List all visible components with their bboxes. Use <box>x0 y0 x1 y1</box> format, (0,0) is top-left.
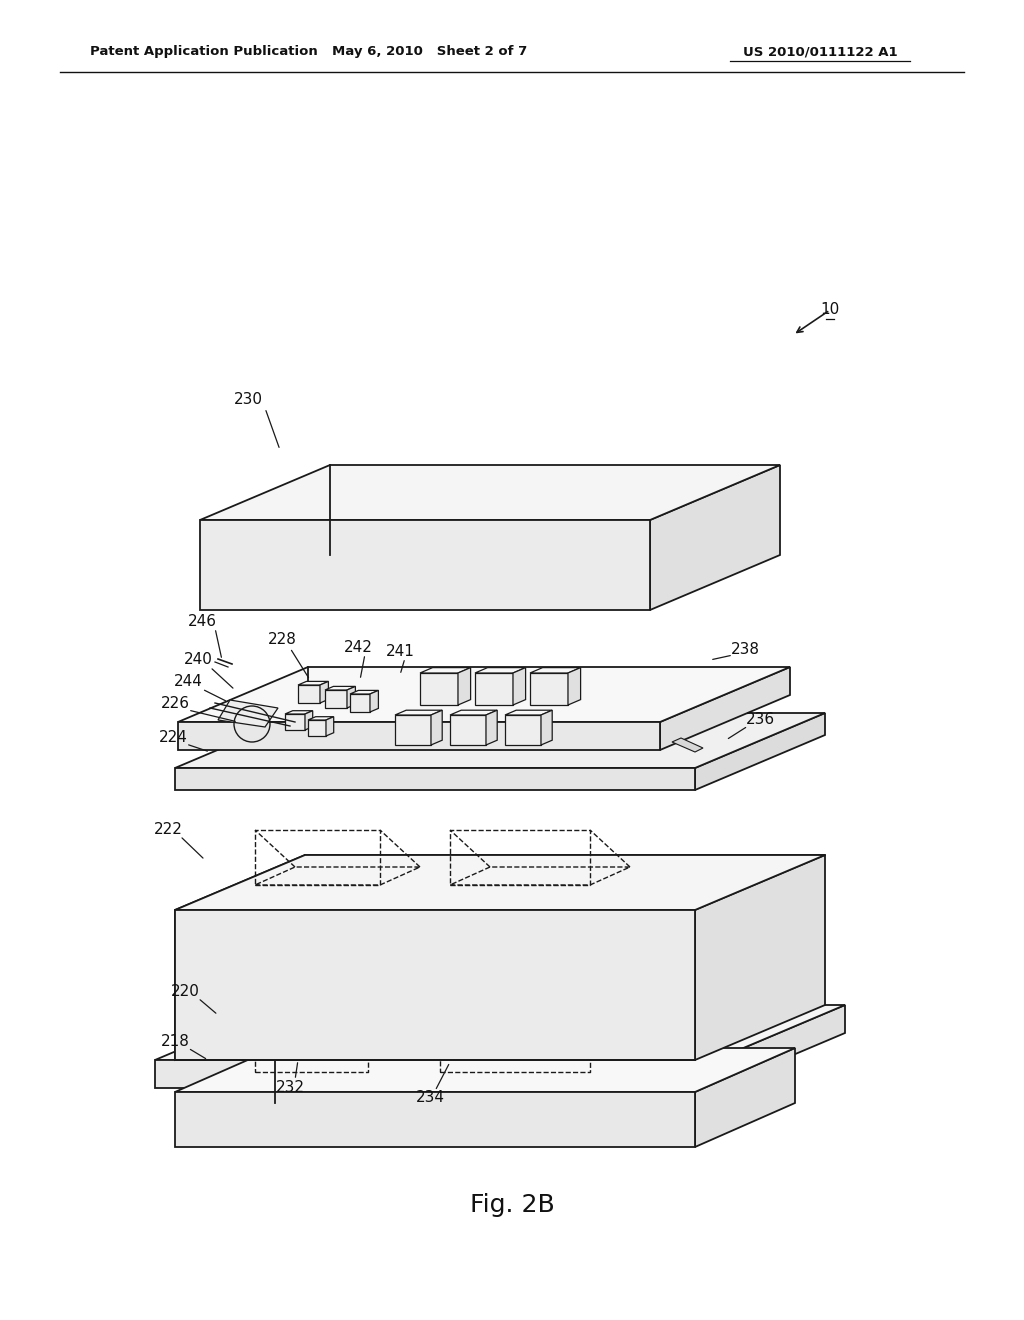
Polygon shape <box>298 681 329 685</box>
Text: Patent Application Publication: Patent Application Publication <box>90 45 317 58</box>
Polygon shape <box>325 686 355 690</box>
Text: 222: 222 <box>154 822 182 837</box>
Text: 226: 226 <box>161 697 189 711</box>
Polygon shape <box>175 855 305 1060</box>
Polygon shape <box>175 855 825 909</box>
Text: 10: 10 <box>820 302 840 318</box>
Text: 236: 236 <box>745 713 774 727</box>
Polygon shape <box>200 520 650 610</box>
Polygon shape <box>650 465 780 610</box>
Polygon shape <box>530 668 581 673</box>
Text: 246: 246 <box>187 615 216 630</box>
Polygon shape <box>568 668 581 705</box>
Polygon shape <box>513 668 525 705</box>
Polygon shape <box>175 1048 795 1092</box>
Polygon shape <box>155 1005 845 1060</box>
Text: 224: 224 <box>159 730 187 746</box>
Polygon shape <box>308 717 334 719</box>
Polygon shape <box>175 1092 695 1147</box>
Polygon shape <box>350 694 370 711</box>
Text: 234: 234 <box>416 1090 444 1106</box>
Polygon shape <box>420 668 471 673</box>
Text: May 6, 2010   Sheet 2 of 7: May 6, 2010 Sheet 2 of 7 <box>333 45 527 58</box>
Polygon shape <box>450 715 486 744</box>
Text: US 2010/0111122 A1: US 2010/0111122 A1 <box>742 45 897 58</box>
Polygon shape <box>395 715 431 744</box>
Text: 242: 242 <box>344 639 373 655</box>
Polygon shape <box>305 710 312 730</box>
Polygon shape <box>475 668 525 673</box>
Polygon shape <box>178 722 660 750</box>
Polygon shape <box>326 717 334 737</box>
Polygon shape <box>715 1005 845 1088</box>
Polygon shape <box>458 668 471 705</box>
Polygon shape <box>505 710 552 715</box>
Polygon shape <box>486 710 498 744</box>
Polygon shape <box>308 719 326 737</box>
Polygon shape <box>660 667 790 750</box>
Polygon shape <box>350 690 379 694</box>
Polygon shape <box>395 710 442 715</box>
Text: 240: 240 <box>183 652 212 668</box>
Text: 238: 238 <box>730 643 760 657</box>
Polygon shape <box>175 713 825 768</box>
Polygon shape <box>200 465 780 520</box>
Polygon shape <box>505 715 541 744</box>
Polygon shape <box>370 690 379 711</box>
Polygon shape <box>218 700 278 727</box>
Polygon shape <box>431 710 442 744</box>
Text: 228: 228 <box>267 632 296 648</box>
Polygon shape <box>285 710 312 714</box>
Polygon shape <box>325 690 347 708</box>
Polygon shape <box>475 673 513 705</box>
Polygon shape <box>450 710 498 715</box>
Polygon shape <box>175 909 695 1060</box>
Polygon shape <box>530 673 568 705</box>
Text: 244: 244 <box>173 675 203 689</box>
Text: 232: 232 <box>275 1080 304 1094</box>
Text: 230: 230 <box>233 392 262 408</box>
Polygon shape <box>178 667 790 722</box>
Polygon shape <box>420 673 458 705</box>
Polygon shape <box>298 685 319 704</box>
Polygon shape <box>695 855 825 1060</box>
Polygon shape <box>285 714 305 730</box>
Polygon shape <box>695 713 825 789</box>
Polygon shape <box>541 710 552 744</box>
Polygon shape <box>155 1060 715 1088</box>
Polygon shape <box>319 681 329 704</box>
Text: 218: 218 <box>161 1035 189 1049</box>
Text: 220: 220 <box>171 985 200 999</box>
Polygon shape <box>695 1048 795 1147</box>
Polygon shape <box>175 768 695 789</box>
Polygon shape <box>347 686 355 708</box>
Text: 241: 241 <box>386 644 415 660</box>
Polygon shape <box>672 738 703 752</box>
Text: Fig. 2B: Fig. 2B <box>470 1193 554 1217</box>
